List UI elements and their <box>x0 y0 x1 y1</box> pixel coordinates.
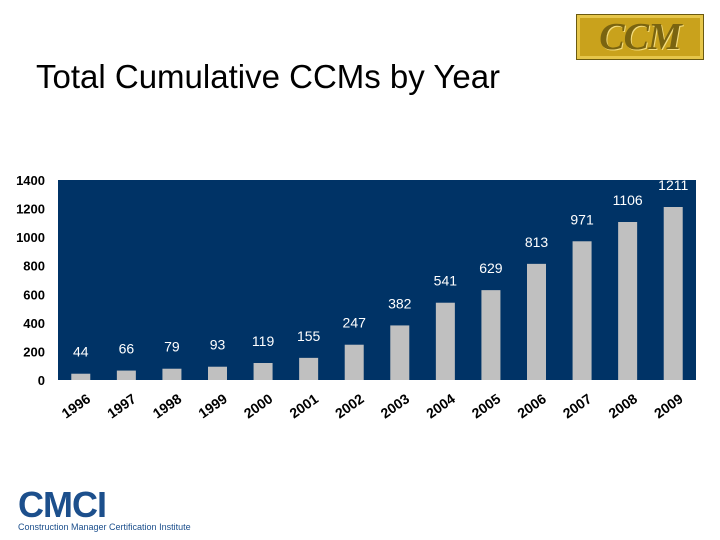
data-label: 813 <box>525 234 549 250</box>
data-label: 247 <box>343 315 367 331</box>
data-label: 382 <box>388 295 412 311</box>
cmci-logo: CMCI Construction Manager Certification … <box>18 484 191 533</box>
bar <box>344 344 364 380</box>
y-tick-label: 400 <box>23 316 45 331</box>
x-tick-label: 2005 <box>469 390 504 421</box>
y-tick-label: 200 <box>23 344 45 359</box>
bar <box>253 363 273 380</box>
x-tick-label: 2000 <box>241 390 276 421</box>
x-tick-label: 2003 <box>378 390 413 421</box>
bar <box>71 373 91 380</box>
y-axis-ticks: 0 200 400 600 800 1000 1200 1400 <box>16 173 45 388</box>
bars <box>71 207 683 380</box>
ccm-logo-text: CCM <box>599 16 681 58</box>
bar <box>572 241 592 380</box>
x-axis-ticks: 1996 1997 1998 1999 2000 2001 2002 2003 2004 2005… <box>59 390 686 421</box>
x-tick-label: 1998 <box>150 390 185 421</box>
x-tick-label: 2008 <box>605 390 640 421</box>
data-label: 1106 <box>613 192 643 208</box>
data-label: 119 <box>252 333 275 349</box>
data-label: 971 <box>570 211 594 227</box>
x-tick-label: 2007 <box>560 390 595 421</box>
value-labels: 44 66 79 93 119 155 247 382 541 629 813 971 1106 1211 <box>73 177 688 360</box>
bar <box>481 290 501 380</box>
x-tick-label: 2006 <box>514 390 549 421</box>
data-label: 66 <box>119 341 135 357</box>
bar <box>208 366 227 380</box>
bar <box>390 325 410 380</box>
x-tick-label: 2002 <box>332 390 367 421</box>
bar <box>618 222 638 380</box>
data-label: 93 <box>210 337 226 353</box>
y-tick-label: 1000 <box>16 230 45 245</box>
y-tick-label: 800 <box>23 259 45 274</box>
x-tick-label: 2009 <box>651 390 686 421</box>
x-tick-label: 1996 <box>59 390 94 421</box>
bar-chart: 0 200 400 600 800 1000 1200 1400 44 66 79 93 119 155… <box>16 173 696 421</box>
y-tick-label: 0 <box>38 373 45 388</box>
data-label: 541 <box>434 273 458 289</box>
x-tick-label: 1999 <box>195 390 230 421</box>
x-tick-label: 2004 <box>423 390 458 421</box>
data-label: 79 <box>164 339 180 355</box>
y-tick-label: 1400 <box>16 173 45 188</box>
y-tick-label: 600 <box>23 287 45 302</box>
data-label: 44 <box>73 344 89 360</box>
plot-background <box>58 180 696 380</box>
bar <box>299 357 319 380</box>
x-tick-label: 2001 <box>286 390 321 421</box>
bar <box>663 207 683 380</box>
bar <box>162 368 182 380</box>
cmci-logo-subtitle: Construction Manager Certification Insti… <box>18 522 191 532</box>
bar <box>527 263 546 380</box>
bar <box>116 370 136 380</box>
data-label: 629 <box>479 260 503 276</box>
data-label: 1211 <box>658 177 688 193</box>
page-title: Total Cumulative CCMs by Year <box>36 58 501 95</box>
ccm-logo: CCM <box>576 14 704 60</box>
y-tick-label: 1200 <box>16 202 45 217</box>
cmci-logo-mark: CMCI <box>18 484 107 525</box>
data-label: 155 <box>297 328 321 344</box>
bar <box>435 302 455 380</box>
x-tick-label: 1997 <box>104 390 139 421</box>
